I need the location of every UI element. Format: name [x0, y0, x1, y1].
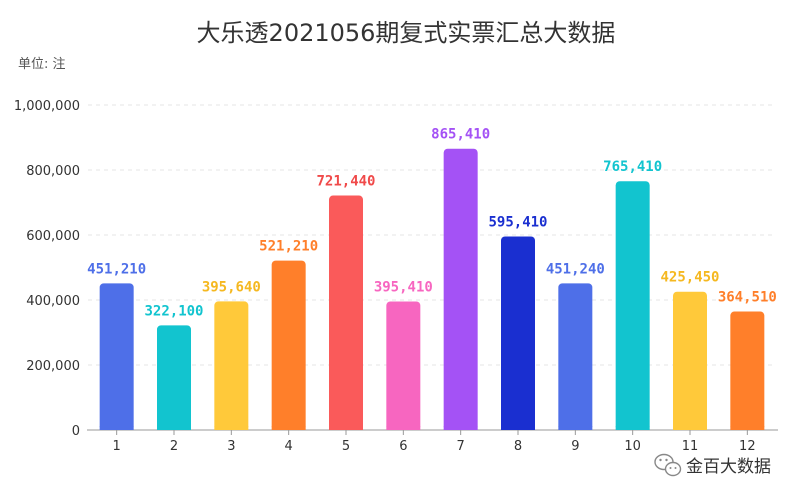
x-tick-label: 9 — [571, 439, 579, 454]
bar-3 — [214, 301, 249, 430]
data-label-7: 865,410 — [431, 127, 490, 143]
bar-base-2 — [157, 426, 191, 430]
data-label-6: 395,410 — [374, 279, 433, 295]
bars — [99, 148, 765, 430]
y-tick-label: 1,000,000 — [14, 99, 80, 114]
data-label-10: 765,410 — [603, 159, 662, 175]
y-tick-label: 800,000 — [26, 164, 80, 179]
bar-9 — [558, 283, 593, 430]
data-label-5: 721,440 — [316, 174, 375, 190]
bar-4 — [271, 260, 306, 430]
wechat-icon — [654, 453, 682, 477]
bar-base-7 — [443, 426, 478, 430]
y-tick-label: 600,000 — [26, 229, 80, 244]
x-tick-label: 2 — [170, 439, 178, 454]
bar-base-10 — [615, 426, 650, 430]
bar-base-3 — [214, 426, 249, 430]
bar-5 — [329, 195, 363, 430]
x-axis: 1 2 3 4 5 6 7 8 9 10 11 12 — [113, 430, 756, 454]
x-tick-label: 11 — [682, 439, 699, 454]
bar-base-1 — [99, 426, 134, 430]
bar-1 — [99, 283, 134, 430]
x-tick-label: 10 — [624, 439, 641, 454]
bar-12 — [730, 311, 765, 430]
bar-6 — [386, 301, 421, 430]
unit-label: 单位: 注 — [18, 57, 66, 72]
bar-10 — [615, 181, 650, 430]
x-tick-label: 8 — [514, 439, 522, 454]
x-tick-label: 1 — [113, 439, 121, 454]
x-tick-label: 6 — [399, 439, 407, 454]
bar-base-11 — [673, 426, 707, 430]
watermark: 金百大数据 — [654, 453, 771, 477]
data-labels: 451,210 322,100 395,640 521,210 721,440 395,4… — [87, 127, 777, 320]
data-label-8: 595,410 — [488, 214, 547, 230]
data-label-9: 451,240 — [546, 261, 605, 277]
bar-base-5 — [329, 426, 363, 430]
x-tick-label: 7 — [457, 439, 465, 454]
data-label-12: 364,510 — [718, 290, 777, 306]
data-label-2: 322,100 — [144, 303, 203, 319]
bar-base-8 — [501, 426, 535, 430]
x-tick-label: 5 — [342, 439, 350, 454]
bar-base-9 — [558, 426, 593, 430]
bar-base-6 — [386, 426, 421, 430]
data-label-3: 395,640 — [202, 279, 261, 295]
chart-title: 大乐透2021056期复式实票汇总大数据 — [197, 19, 616, 47]
y-tick-label: 200,000 — [26, 359, 80, 374]
x-tick-label: 12 — [739, 439, 756, 454]
bar-base-12 — [730, 426, 765, 430]
y-tick-label: 0 — [72, 424, 80, 439]
y-axis: 0 200,000 400,000 600,000 800,000 1,000,000 — [14, 99, 80, 439]
bar-8 — [501, 236, 535, 430]
watermark-text: 金百大数据 — [686, 457, 771, 477]
y-tick-label: 400,000 — [26, 294, 80, 309]
x-tick-label: 4 — [285, 439, 293, 454]
bar-base-4 — [271, 426, 306, 430]
bar-7 — [443, 148, 478, 430]
bar-2 — [157, 325, 191, 430]
data-label-1: 451,210 — [87, 261, 146, 277]
data-label-4: 521,210 — [259, 239, 318, 255]
data-label-11: 425,450 — [660, 270, 719, 286]
grid-layer — [88, 104, 776, 366]
x-tick-label: 3 — [227, 439, 235, 454]
bar-11 — [673, 291, 707, 430]
